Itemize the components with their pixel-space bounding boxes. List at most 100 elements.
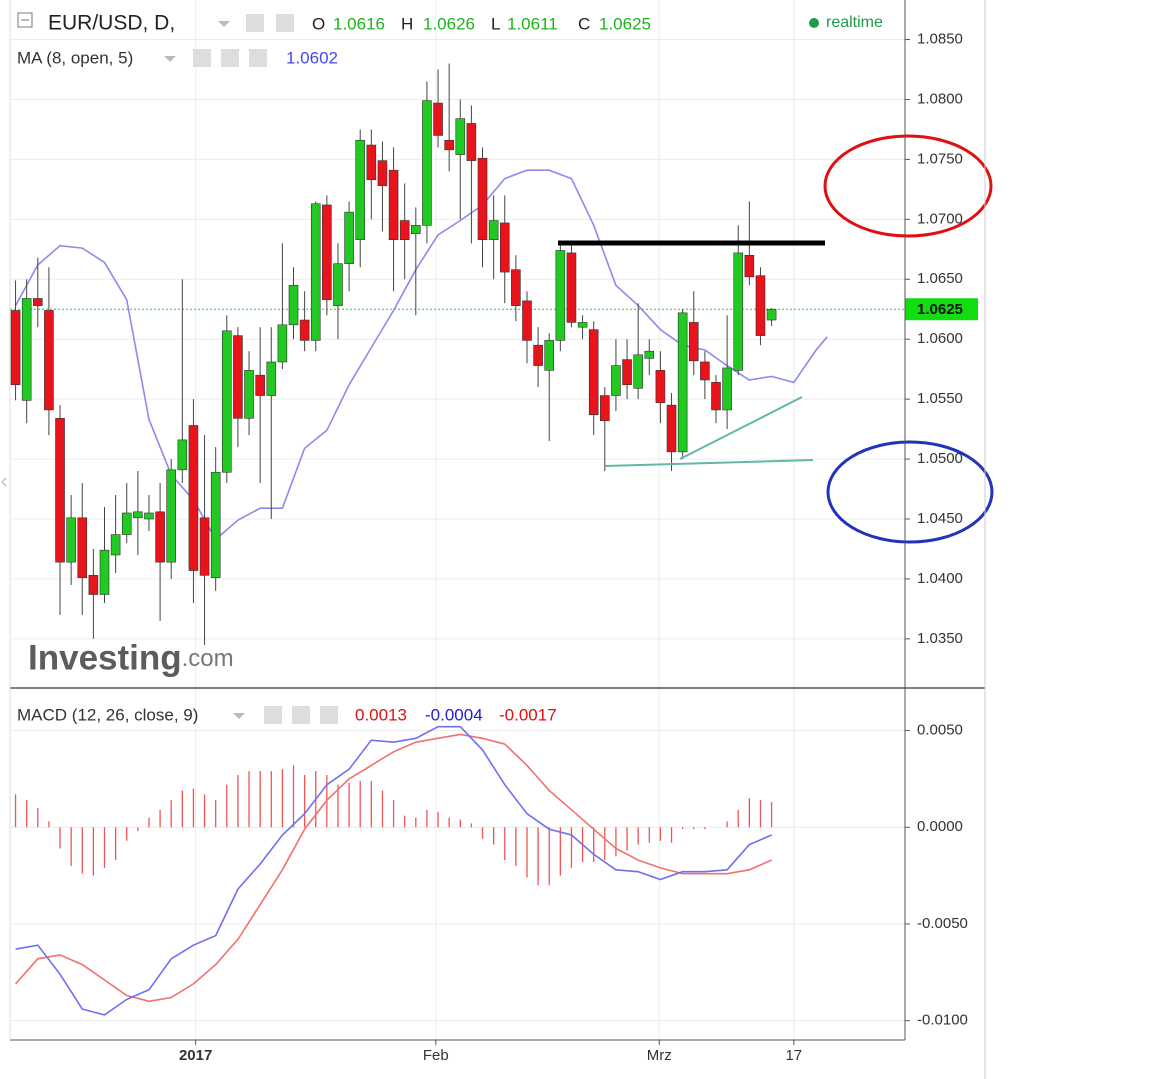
x-tick-label: Mrz: [647, 1047, 672, 1064]
annotations: [558, 134, 994, 544]
candle-body: [266, 361, 277, 396]
candle-body: [88, 575, 99, 595]
y-tick-label: -0.0100: [917, 1012, 968, 1029]
x-tick-label: 17: [785, 1047, 802, 1064]
support-line: [604, 459, 814, 467]
candle-body: [711, 382, 721, 411]
candle-body: [333, 263, 343, 306]
y-tick-label: 1.0400: [917, 570, 963, 587]
candle-body: [577, 322, 588, 328]
scroll-arrow: [1, 477, 7, 487]
status-dot: [809, 18, 819, 28]
candle-body: [210, 471, 221, 579]
ohlc-label: C: [578, 14, 590, 33]
candle-body: [700, 361, 710, 381]
close-icon[interactable]: [249, 49, 267, 67]
last-price-box: [905, 298, 978, 321]
candle-body: [422, 100, 432, 226]
y-tick-label: 0.0000: [917, 818, 963, 835]
dropdown[interactable]: [233, 713, 245, 719]
candle-body: [10, 310, 21, 386]
candle-body: [744, 255, 755, 278]
indicator-title: MACD (12, 26, close, 9): [17, 705, 198, 724]
candle-body: [733, 252, 744, 371]
macd-line: [15, 725, 772, 1016]
y-tick-label: 1.0450: [917, 510, 963, 527]
signal-line: [15, 733, 772, 1003]
candle-body: [32, 298, 43, 306]
settings-icon[interactable]: [264, 706, 282, 724]
dropdown[interactable]: [218, 21, 230, 27]
candle-body: [55, 418, 65, 563]
y-tick-label: 1.0350: [917, 630, 963, 647]
candle-body: [455, 118, 466, 155]
indicator-value: 1.0602: [286, 48, 338, 67]
dropdown[interactable]: [164, 56, 176, 62]
candle-body: [244, 370, 254, 419]
y-tick-label: 1.0650: [917, 270, 963, 287]
candle-body: [222, 330, 232, 473]
x-tick-label: Feb: [423, 1047, 449, 1064]
settings-icon[interactable]: [246, 14, 264, 32]
ohlc-value: 1.0616: [333, 14, 385, 33]
candle-body: [644, 350, 655, 359]
candle-body: [588, 329, 599, 416]
candle-body: [77, 517, 88, 579]
x-tick-label: 2017: [179, 1047, 212, 1064]
chart-title: EUR/USD, D,: [48, 12, 175, 35]
candle-body: [544, 340, 555, 371]
candle-body: [233, 335, 243, 419]
settings-icon[interactable]: [221, 49, 239, 67]
ohlc-value: 1.0625: [599, 14, 651, 33]
ohlc-value: 1.0611: [507, 14, 558, 33]
candle-body: [288, 284, 299, 326]
candle-body: [666, 404, 677, 453]
candle-body: [477, 157, 488, 241]
settings-icon[interactable]: [292, 706, 310, 724]
settings-icon[interactable]: [276, 14, 294, 32]
candle-body: [766, 308, 777, 321]
candle-body: [188, 425, 199, 571]
logo: Investing.com: [28, 638, 234, 677]
candle-body: [633, 354, 643, 389]
candle-body: [600, 395, 610, 422]
candle-body: [677, 312, 688, 453]
candle-body: [688, 322, 699, 362]
candle-body: [499, 222, 510, 273]
candle-body: [466, 123, 477, 161]
candle-body: [133, 511, 143, 519]
candle-body: [344, 211, 354, 264]
candle-body: [622, 359, 632, 386]
ohlc-label: O: [312, 14, 325, 33]
status: realtime: [826, 14, 883, 31]
target-circle: [826, 440, 994, 544]
y-tick-label: 1.0700: [917, 210, 963, 227]
y-tick-label: 1.0750: [917, 150, 963, 167]
candle-body: [21, 298, 32, 401]
candle-body: [155, 511, 165, 563]
candle-body: [655, 370, 666, 404]
settings-icon[interactable]: [193, 49, 211, 67]
candle-body: [444, 139, 454, 151]
candle-body: [566, 252, 577, 323]
candle-body: [166, 469, 177, 563]
target-circle: [823, 134, 993, 238]
ohlc-value: 1.0626: [423, 14, 475, 33]
indicator-title: MA (8, open, 5): [17, 48, 133, 67]
close-icon[interactable]: [320, 706, 338, 724]
indicator-value: 0.0013: [355, 705, 407, 724]
y-tick-label: 1.0500: [917, 450, 963, 467]
indicator-value: -0.0004: [425, 705, 483, 724]
candle-body: [755, 275, 766, 336]
collapse-icon[interactable]: [17, 12, 33, 28]
candle-body: [366, 144, 377, 181]
candle-body: [322, 204, 332, 300]
candle-body: [99, 549, 110, 595]
candle-body: [533, 344, 543, 366]
last-price-label: 1.0625: [917, 301, 963, 318]
candle-body: [110, 534, 121, 556]
candle-body: [310, 203, 321, 341]
candle-body: [388, 169, 399, 241]
candle-body: [44, 310, 54, 411]
